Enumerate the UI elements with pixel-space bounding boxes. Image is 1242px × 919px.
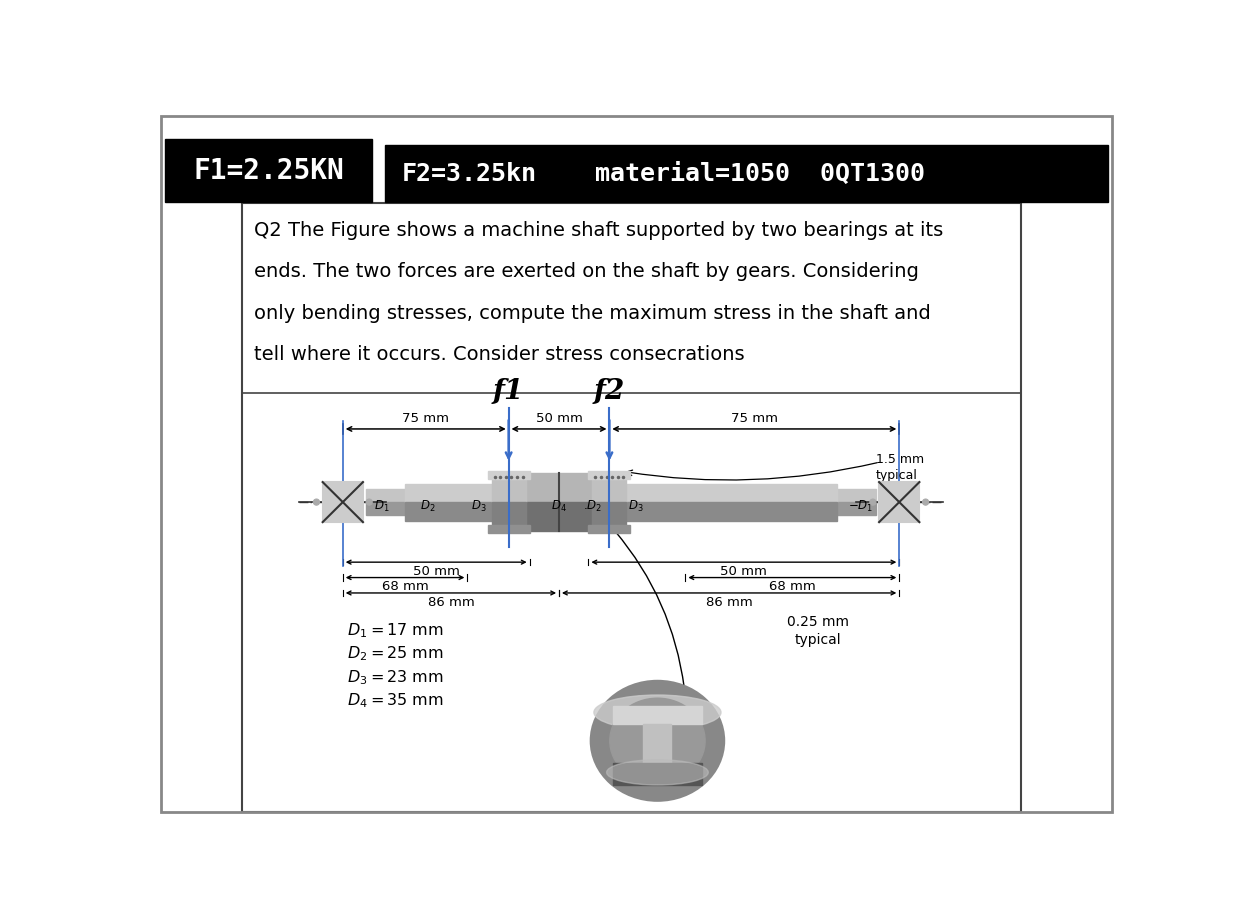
Text: 50 mm: 50 mm — [720, 564, 768, 577]
Bar — [592, 480, 626, 526]
Text: $D_3$: $D_3$ — [472, 499, 487, 514]
Circle shape — [923, 500, 929, 505]
Text: ends. The two forces are exerted on the shaft by gears. Considering: ends. The two forces are exerted on the … — [255, 262, 919, 281]
Text: 0.25 mm
typical: 0.25 mm typical — [787, 614, 848, 646]
Text: 86 mm: 86 mm — [427, 595, 474, 607]
Text: .$D_2$: .$D_2$ — [582, 499, 602, 514]
Circle shape — [869, 500, 876, 505]
Text: $D_2$: $D_2$ — [420, 499, 436, 514]
Ellipse shape — [606, 760, 708, 785]
Bar — [525, 473, 592, 503]
Bar — [492, 480, 525, 526]
Bar — [366, 503, 405, 516]
Bar — [614, 707, 702, 724]
Bar — [626, 484, 837, 521]
Bar — [242, 204, 1021, 811]
Bar — [366, 490, 405, 516]
Bar — [643, 724, 672, 765]
Bar — [385, 145, 1108, 202]
Bar — [525, 473, 592, 532]
Text: only bending stresses, compute the maximum stress in the shaft and: only bending stresses, compute the maxim… — [255, 303, 932, 323]
Bar — [366, 490, 405, 503]
Bar — [492, 480, 525, 503]
Text: 68 mm: 68 mm — [769, 580, 816, 593]
Bar — [837, 490, 876, 503]
Text: 1.5 mm
typical: 1.5 mm typical — [876, 452, 924, 482]
Bar — [405, 484, 492, 521]
Bar — [614, 707, 702, 724]
Text: F2=3.25kn: F2=3.25kn — [401, 162, 537, 187]
Bar — [592, 480, 626, 503]
Text: $D_3 = 23$ mm: $D_3 = 23$ mm — [348, 667, 445, 686]
Bar — [626, 484, 837, 503]
Bar — [525, 503, 592, 532]
Text: 50 mm: 50 mm — [412, 564, 460, 577]
Circle shape — [366, 500, 373, 505]
Bar — [323, 482, 363, 523]
Text: $-D_1$: $-D_1$ — [848, 499, 873, 514]
Bar — [589, 471, 631, 480]
Bar — [405, 484, 492, 503]
Text: f2: f2 — [594, 377, 625, 404]
Bar — [488, 526, 529, 533]
Bar — [643, 724, 672, 765]
Bar — [492, 503, 525, 526]
Text: 75 mm: 75 mm — [402, 411, 450, 424]
Bar — [626, 503, 837, 521]
Text: tell where it occurs. Consider stress consecrations: tell where it occurs. Consider stress co… — [255, 345, 745, 364]
Bar — [879, 482, 919, 523]
Text: Q2 The Figure shows a machine shaft supported by two bearings at its: Q2 The Figure shows a machine shaft supp… — [255, 221, 944, 239]
Text: $D_4 = 35$ mm: $D_4 = 35$ mm — [348, 690, 445, 709]
Text: 50 mm: 50 mm — [535, 411, 582, 424]
Bar — [592, 503, 626, 526]
Text: $D_1 = 17$ mm: $D_1 = 17$ mm — [348, 621, 445, 640]
Bar — [164, 140, 373, 202]
Bar — [589, 526, 631, 533]
Text: f1: f1 — [493, 377, 524, 404]
Bar — [837, 490, 876, 516]
Text: $D_1$: $D_1$ — [374, 499, 389, 514]
Ellipse shape — [610, 698, 705, 784]
Text: $D_4$: $D_4$ — [551, 499, 566, 514]
Text: $D_2 = 25$ mm: $D_2 = 25$ mm — [348, 644, 445, 663]
Bar — [405, 503, 492, 521]
Ellipse shape — [591, 681, 724, 801]
Bar — [614, 763, 702, 785]
Text: 75 mm: 75 mm — [730, 411, 777, 424]
Ellipse shape — [594, 696, 722, 730]
Text: 68 mm: 68 mm — [381, 580, 428, 593]
Bar — [837, 503, 876, 516]
Text: 86 mm: 86 mm — [705, 595, 753, 607]
Circle shape — [313, 500, 319, 505]
Text: $D_3$: $D_3$ — [628, 499, 643, 514]
Bar — [488, 471, 529, 480]
Text: material=1050  0QT1300: material=1050 0QT1300 — [595, 162, 925, 187]
Text: F1=2.25KN: F1=2.25KN — [193, 157, 344, 185]
